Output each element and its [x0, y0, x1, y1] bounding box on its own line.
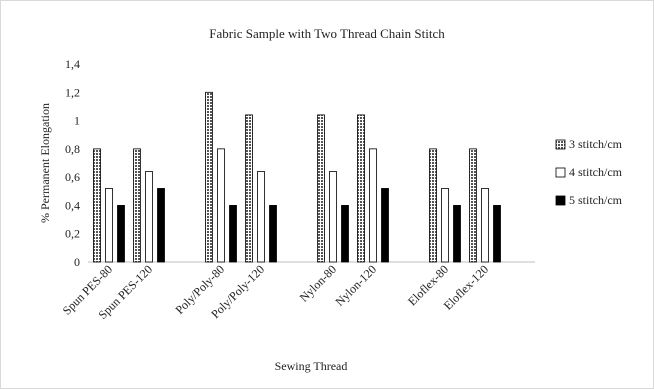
bar [341, 205, 349, 263]
y-tick-label: 1 [74, 114, 80, 128]
legend-swatch [555, 139, 566, 150]
y-tick-label: 0,2 [65, 227, 80, 241]
bar [217, 148, 225, 263]
x-tick-label: Nylon-120 [332, 262, 379, 309]
legend-swatch [555, 195, 566, 206]
bar [105, 188, 113, 263]
bar [229, 205, 237, 263]
x-axis-label: Sewing Thread [275, 359, 348, 373]
y-axis-label: % Permanent Elongation [38, 103, 52, 223]
bar [481, 188, 489, 263]
bar [329, 171, 337, 263]
bar [157, 188, 165, 263]
bar [357, 114, 365, 263]
bar [205, 91, 213, 263]
bar [145, 171, 153, 263]
bar [469, 148, 477, 263]
bar [429, 148, 437, 263]
bar [117, 205, 125, 263]
legend-label: 3 stitch/cm [569, 137, 623, 151]
y-tick-label: 0,4 [65, 198, 80, 212]
y-tick-label: 0,8 [65, 142, 80, 156]
legend-swatch [555, 167, 566, 178]
legend-label: 5 stitch/cm [569, 193, 623, 207]
legend: 3 stitch/cm 4 stitch/cm 5 stitch/cm [555, 137, 623, 207]
bar [93, 148, 101, 263]
bar [317, 114, 325, 263]
bar [269, 205, 277, 263]
bar [441, 188, 449, 263]
bar [493, 205, 501, 263]
bar [133, 148, 141, 263]
y-tick-label: 0 [74, 255, 80, 269]
bar [245, 114, 253, 263]
bar [453, 205, 461, 263]
bar [381, 188, 389, 263]
y-tick-label: 1,4 [65, 57, 80, 71]
bar [369, 148, 377, 263]
legend-label: 4 stitch/cm [569, 165, 623, 179]
y-tick-label: 0,6 [65, 170, 80, 184]
y-tick-label: 1,2 [65, 85, 80, 99]
bar [257, 171, 265, 263]
chart-title: Fabric Sample with Two Thread Chain Stit… [209, 26, 445, 41]
